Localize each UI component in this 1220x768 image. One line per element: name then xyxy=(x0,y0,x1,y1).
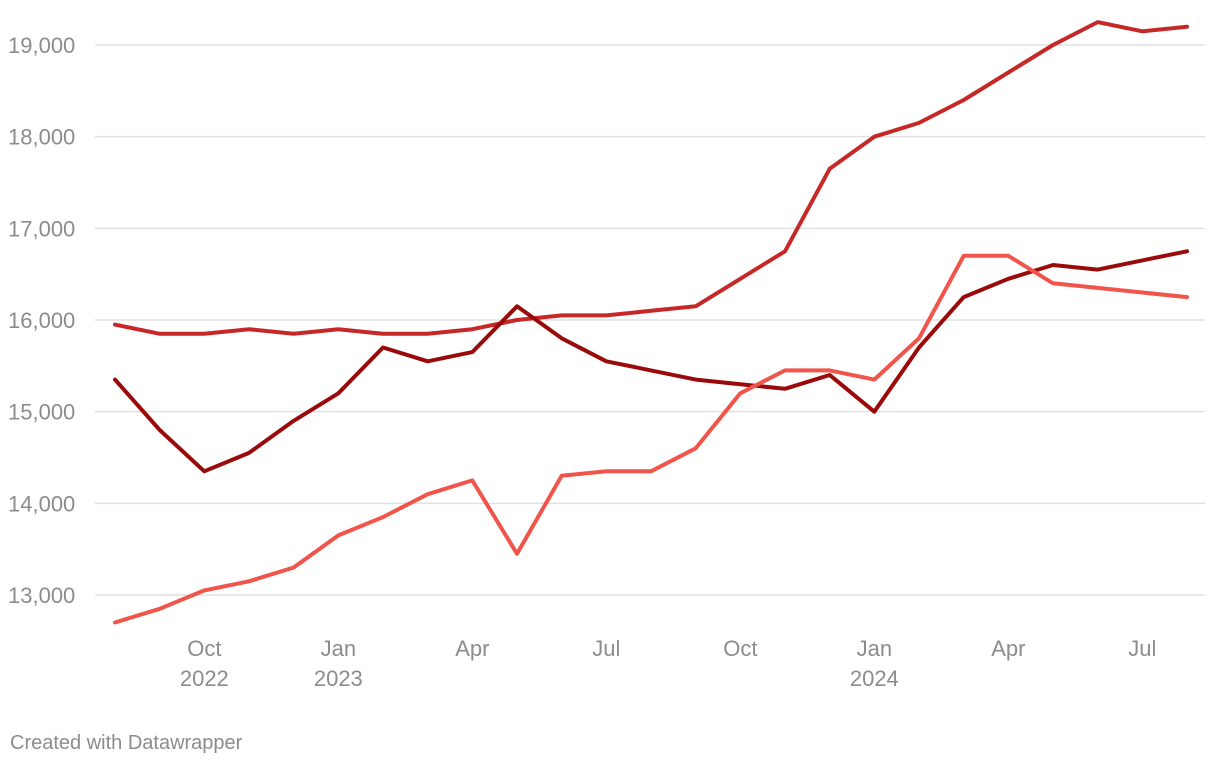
y-tick-label: 14,000 xyxy=(8,491,75,516)
x-tick-label: Jan xyxy=(321,636,356,661)
y-tick-label: 16,000 xyxy=(8,308,75,333)
y-tick-label: 18,000 xyxy=(8,125,75,150)
x-tick-label: Oct xyxy=(723,636,757,661)
y-tick-label: 19,000 xyxy=(8,33,75,58)
x-axis-tick-labels: Oct 2022 Jan 2023 Apr Jul Oct Jan 2024 Apr Jul xyxy=(180,636,1157,691)
x-tick-label: Jul xyxy=(1128,636,1156,661)
series-lines xyxy=(113,20,1189,625)
x-tick-year-label: 2023 xyxy=(314,666,363,691)
grid-lines xyxy=(95,44,1205,596)
series-line-1 xyxy=(113,20,1189,336)
series-line-3 xyxy=(113,253,1189,625)
x-tick-label: Apr xyxy=(455,636,489,661)
y-tick-label: 17,000 xyxy=(8,216,75,241)
x-tick-label: Apr xyxy=(991,636,1025,661)
y-tick-label: 13,000 xyxy=(8,583,75,608)
line-chart: 13,000 14,000 15,000 16,000 17,000 18,000 19,0… xyxy=(8,20,1205,691)
datawrapper-credit: Created with Datawrapper xyxy=(10,732,243,754)
y-tick-label: 15,000 xyxy=(8,400,75,425)
x-tick-label: Oct xyxy=(187,636,221,661)
series-line-2 xyxy=(113,249,1189,474)
x-tick-year-label: 2022 xyxy=(180,666,229,691)
x-tick-label: Jan xyxy=(857,636,892,661)
x-tick-label: Jul xyxy=(592,636,620,661)
x-tick-year-label: 2024 xyxy=(850,666,899,691)
y-axis-tick-labels: 13,000 14,000 15,000 16,000 17,000 18,000 19,0… xyxy=(8,33,75,608)
